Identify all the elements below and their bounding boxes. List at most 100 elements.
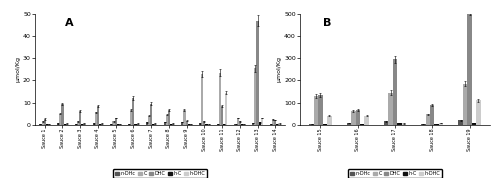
Bar	[439, 123, 444, 125]
Bar	[384, 121, 388, 125]
Bar	[42, 121, 43, 125]
Bar	[148, 116, 150, 125]
Bar	[84, 124, 86, 125]
Bar	[238, 121, 241, 125]
Bar	[64, 124, 66, 125]
Y-axis label: μmol/Kg: μmol/Kg	[276, 56, 281, 82]
Bar	[190, 124, 192, 125]
Legend: n-DHc, C, DHC, h-C, h-DHC: n-DHc, C, DHC, h-C, h-DHC	[348, 169, 442, 178]
Bar	[116, 124, 119, 125]
Bar	[356, 110, 360, 125]
Bar	[260, 118, 263, 125]
Text: A: A	[65, 18, 74, 28]
Bar	[346, 123, 351, 125]
Bar	[318, 95, 322, 125]
Bar	[99, 124, 101, 125]
Bar	[101, 124, 103, 125]
Bar	[310, 124, 314, 125]
Bar	[48, 124, 50, 125]
Text: B: B	[323, 18, 331, 28]
Bar	[270, 124, 272, 125]
Bar	[421, 124, 426, 125]
Bar	[75, 124, 77, 125]
Bar	[241, 124, 243, 125]
Bar	[472, 123, 476, 125]
Bar	[234, 124, 236, 125]
Bar	[92, 124, 95, 125]
Bar	[132, 98, 134, 125]
Bar	[146, 122, 148, 125]
Bar	[119, 124, 121, 125]
Bar	[40, 124, 42, 125]
Bar	[278, 124, 280, 125]
Bar	[274, 120, 276, 125]
Bar	[276, 124, 278, 125]
Bar	[221, 106, 223, 125]
Bar	[258, 122, 260, 125]
Bar	[150, 104, 152, 125]
Bar	[166, 115, 168, 125]
Bar	[154, 124, 156, 125]
Bar	[393, 59, 397, 125]
Bar	[236, 118, 238, 125]
Bar	[44, 119, 46, 125]
Bar	[243, 124, 245, 125]
Bar	[252, 123, 254, 125]
Bar	[60, 114, 62, 125]
Bar	[95, 112, 97, 125]
Bar	[152, 124, 154, 125]
Bar	[201, 74, 203, 125]
Bar	[128, 124, 130, 125]
Bar	[199, 124, 201, 125]
Bar	[182, 122, 184, 125]
Bar	[364, 116, 369, 125]
Bar	[82, 124, 84, 125]
Bar	[208, 124, 210, 125]
Bar	[79, 111, 82, 125]
Bar	[314, 96, 318, 125]
Bar	[322, 124, 327, 125]
Bar	[254, 68, 256, 125]
Bar	[426, 114, 430, 125]
Bar	[397, 123, 402, 125]
Bar	[219, 73, 221, 125]
Bar	[186, 121, 188, 125]
Bar	[57, 124, 59, 125]
Bar	[168, 110, 170, 125]
Y-axis label: μmol/Kg: μmol/Kg	[15, 56, 20, 82]
Bar	[360, 124, 364, 125]
Legend: n-DHc, C, DHC, h-C, h-DHC: n-DHc, C, DHC, h-C, h-DHC	[113, 169, 207, 178]
Bar	[388, 93, 393, 125]
Bar	[164, 122, 166, 125]
Bar	[110, 124, 112, 125]
Bar	[204, 121, 206, 125]
Bar	[272, 119, 274, 125]
Bar	[463, 84, 468, 125]
Bar	[402, 124, 406, 125]
Bar	[351, 111, 356, 125]
Bar	[223, 124, 225, 125]
Bar	[130, 110, 132, 125]
Bar	[62, 104, 64, 125]
Bar	[206, 124, 208, 125]
Bar	[188, 124, 190, 125]
Bar	[225, 93, 228, 125]
Bar	[468, 11, 471, 125]
Bar	[134, 124, 136, 125]
Bar	[458, 120, 463, 125]
Bar	[476, 100, 480, 125]
Bar	[77, 121, 79, 125]
Bar	[434, 124, 439, 125]
Bar	[97, 106, 99, 125]
Bar	[216, 124, 219, 125]
Bar	[136, 124, 138, 125]
Bar	[172, 124, 174, 125]
Bar	[112, 121, 114, 125]
Bar	[184, 110, 186, 125]
Bar	[327, 116, 332, 125]
Bar	[430, 105, 434, 125]
Bar	[114, 118, 116, 125]
Bar	[46, 124, 48, 125]
Bar	[170, 124, 172, 125]
Bar	[66, 124, 68, 125]
